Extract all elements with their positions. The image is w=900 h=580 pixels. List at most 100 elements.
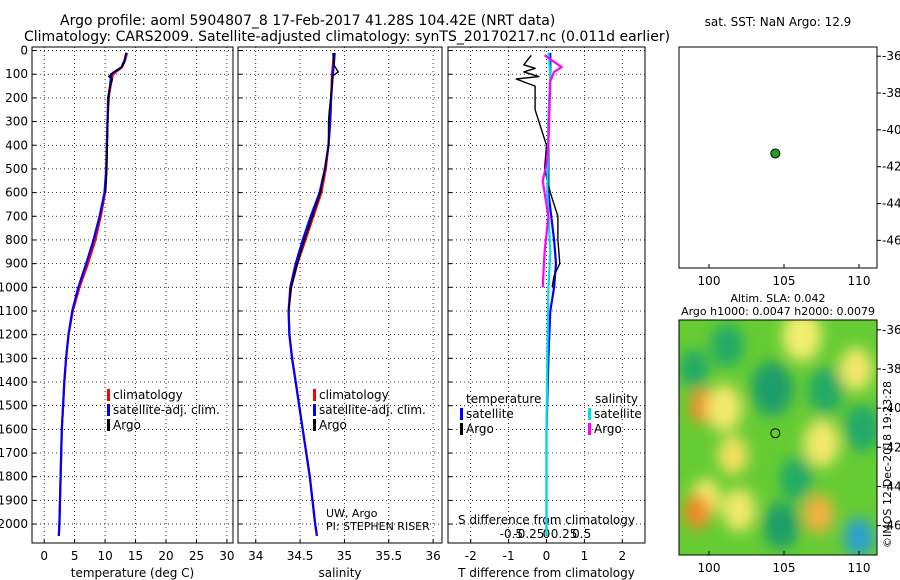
map-frame xyxy=(678,46,878,269)
y-tick-label-9: 900 xyxy=(5,257,28,271)
x-tick-label-3: 15 xyxy=(128,549,143,563)
heatmap-blob-8 xyxy=(844,404,877,452)
map-y-tick-label-1: -38 xyxy=(882,362,900,376)
legend-swatch-2 xyxy=(107,419,110,431)
y-tick-label-13: 1300 xyxy=(0,351,28,365)
panel-difference: -2 -1 0 1 2 T difference from climatology -0.5… xyxy=(447,46,646,580)
heatmap-blob-6 xyxy=(808,367,844,414)
map-x-tick-label-0: 100 xyxy=(698,561,721,575)
series-line-1 xyxy=(287,52,336,537)
legend-label-1: satellite-adj. clim. xyxy=(113,403,220,417)
heatmap-blob-3 xyxy=(751,361,793,416)
y-tick-label-20: 2000 xyxy=(0,517,28,531)
legend-label-0: climatology xyxy=(319,388,389,402)
series-line-1 xyxy=(515,54,561,288)
legend-left-title: temperature xyxy=(466,392,541,406)
top-tick-label-4: 0.5 xyxy=(572,527,591,541)
legend-left-swatch-0 xyxy=(460,408,463,420)
map-x-tick-label-0: 100 xyxy=(698,274,721,288)
x-tick-label-2: 0 xyxy=(543,549,551,563)
x-axis-label: salinity xyxy=(318,566,361,580)
map-x-tick-label-1: 105 xyxy=(773,274,796,288)
series-line-0 xyxy=(57,52,129,536)
series-line-2 xyxy=(105,52,127,193)
heatmap-blob-layer xyxy=(679,320,877,555)
map-x-tick-label-2: 110 xyxy=(848,561,871,575)
y-tick-label-6: 600 xyxy=(5,186,28,200)
y-tick-label-7: 700 xyxy=(5,209,28,223)
heatmap-blob-2 xyxy=(679,349,709,389)
x-tick-label-1: 5 xyxy=(71,549,79,563)
argo-location-point-0 xyxy=(770,428,781,439)
y-tick-label-18: 1800 xyxy=(0,470,28,484)
map-title: sat. SST: NaN Argo: 12.9 xyxy=(705,15,852,29)
y-tick-label-8: 800 xyxy=(5,233,28,247)
series-line-3 xyxy=(541,54,563,288)
legend-swatch-0 xyxy=(313,389,316,401)
legend-left-label-0: satellite xyxy=(466,407,514,421)
x-axis-label: T difference from climatology xyxy=(457,566,635,580)
series-line-0 xyxy=(287,52,335,537)
legend-right-label-1: Argo xyxy=(594,422,622,436)
heatmap-blob-0 xyxy=(782,320,822,362)
legend-right-swatch-1 xyxy=(588,423,591,435)
legend-right-label-0: satellite xyxy=(594,407,642,421)
heatmap-blob-17 xyxy=(844,517,874,555)
imos-watermark: ©IMOS 12-Dec-2018 19:23:28 xyxy=(881,381,894,548)
y-tick-label-11: 1100 xyxy=(0,304,28,318)
top-tick-label-1: -0.25 xyxy=(513,527,544,541)
legend-left-swatch-1 xyxy=(460,423,463,435)
x-tick-label-0: -2 xyxy=(465,549,477,563)
charts-layer: 0100200300400500600700800900100011001200… xyxy=(0,15,900,580)
legend-swatch-0 xyxy=(107,389,110,401)
legend-label-0: climatology xyxy=(113,388,183,402)
y-tick-label-0: 0 xyxy=(20,44,28,58)
y-tick-label-19: 1900 xyxy=(0,493,28,507)
map-y-tick-label-3: -42 xyxy=(882,160,900,174)
panel-sla-map: -36 -38 -40 -42 -44 -46 100 105 110 Altim. SLA: 0… xyxy=(678,292,900,575)
map-y-tick-label-2: -40 xyxy=(882,401,900,415)
series-line-1 xyxy=(57,52,128,536)
heatmap-blob-1 xyxy=(710,323,744,368)
x-tick-label-3: 1 xyxy=(581,549,589,563)
x-tick-label-4: 20 xyxy=(158,549,173,563)
panel-salinity: 34 34.5 35 35.5 36 salinity climatologysatelli… xyxy=(237,46,443,580)
map-y-tick-label-2: -40 xyxy=(882,123,900,137)
argo-location-point-0 xyxy=(770,148,781,159)
legend-label-2: Argo xyxy=(319,418,347,432)
panel-temperature: 0100200300400500600700800900100011001200… xyxy=(0,44,235,580)
y-tick-label-16: 1600 xyxy=(0,422,28,436)
panel-sst-map: -36 -38 -40 -42 -44 -46 100 105 110 sat. SST: NaN… xyxy=(678,15,900,288)
map-y-tick-label-0: -36 xyxy=(882,323,900,337)
legend-swatch-2 xyxy=(313,419,316,431)
heatmap-blob-7 xyxy=(839,347,873,391)
legend-swatch-1 xyxy=(313,404,316,416)
legend-left-label-1: Argo xyxy=(466,422,494,436)
heatmap-blob-9 xyxy=(718,435,748,475)
annotation-line-1: PI: STEPHEN RISER xyxy=(326,520,430,533)
map-y-tick-label-5: -46 xyxy=(882,519,900,533)
map-title: Altim. SLA: 0.042 xyxy=(730,292,825,305)
y-tick-label-5: 500 xyxy=(5,162,28,176)
y-tick-label-10: 1000 xyxy=(0,280,28,294)
y-tick-label-15: 1500 xyxy=(0,399,28,413)
x-tick-label-4: 2 xyxy=(618,549,626,563)
heatmap-blob-16 xyxy=(803,494,834,534)
heatmap-blob-15 xyxy=(763,502,799,550)
y-tick-label-3: 300 xyxy=(5,115,28,129)
top-tick-label-3: 0.25 xyxy=(551,527,578,541)
heatmap-blob-14 xyxy=(722,488,756,532)
heatmap-blob-13 xyxy=(683,494,711,530)
map-x-tick-label-1: 105 xyxy=(773,561,796,575)
top-tick-label-0: -0.5 xyxy=(500,527,523,541)
y-tick-label-12: 1200 xyxy=(0,328,28,342)
heatmap-blobs xyxy=(679,320,877,555)
map-y-tick-label-4: -44 xyxy=(882,197,900,211)
heatmap-blob-10 xyxy=(803,419,840,467)
axes-frame xyxy=(237,46,443,544)
y-tick-label-17: 1700 xyxy=(0,446,28,460)
x-axis-label: temperature (deg C) xyxy=(71,566,194,580)
map-y-tick-label-4: -44 xyxy=(882,479,900,493)
figure-title-line1: Argo profile: aoml 5904807_8 17-Feb-2017… xyxy=(60,13,555,29)
